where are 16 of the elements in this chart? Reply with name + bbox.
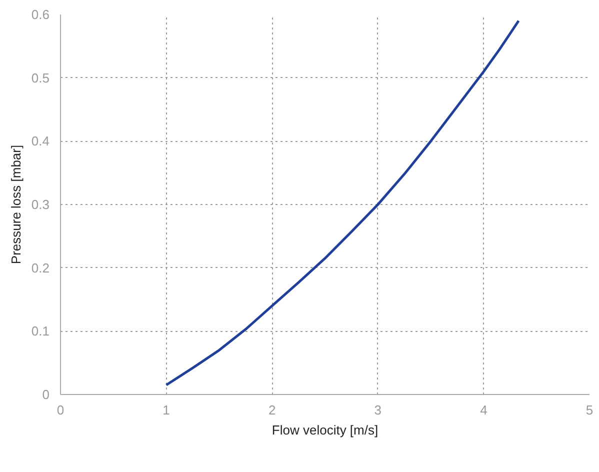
x-tick-label: 5 bbox=[586, 402, 594, 418]
x-tick-label: 2 bbox=[268, 402, 276, 418]
x-tick-label: 0 bbox=[56, 402, 64, 418]
y-tick-label: 0 bbox=[42, 387, 50, 402]
x-axis-title: Flow velocity [m/s] bbox=[272, 422, 378, 438]
y-tick-label: 0.2 bbox=[31, 260, 50, 276]
x-tick-label: 3 bbox=[374, 402, 382, 418]
y-tick-label: 0.3 bbox=[31, 197, 50, 212]
y-tick-label: 0.4 bbox=[31, 134, 50, 149]
y-tick-label: 0.6 bbox=[31, 7, 50, 22]
x-tick-label: 4 bbox=[480, 402, 488, 418]
y-axis-title: Pressure loss [mbar] bbox=[8, 144, 24, 264]
line-series bbox=[165, 20, 520, 386]
y-tick-label: 0.5 bbox=[31, 70, 50, 86]
x-tick-label: 1 bbox=[162, 402, 170, 418]
y-tick-label: 0.1 bbox=[31, 324, 50, 339]
